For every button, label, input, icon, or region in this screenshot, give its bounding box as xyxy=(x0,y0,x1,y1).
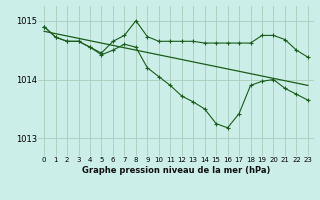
X-axis label: Graphe pression niveau de la mer (hPa): Graphe pression niveau de la mer (hPa) xyxy=(82,166,270,175)
